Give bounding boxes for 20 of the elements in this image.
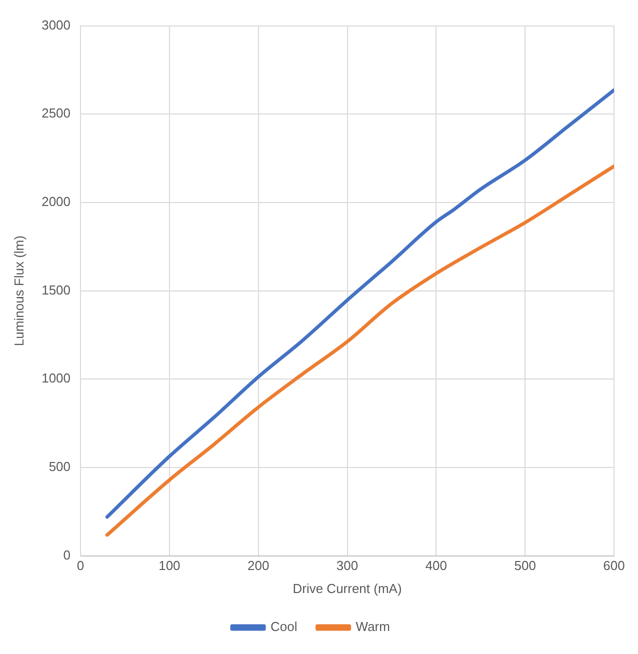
x-tick-label: 600 [603,558,625,574]
legend-label: Cool [270,619,298,634]
y-tick-label: 2000 [42,194,71,210]
x-tick-label: 100 [158,558,180,574]
x-tick-label: 0 [76,558,84,574]
y-tick-label: 0 [63,547,71,562]
x-axis-title: Drive Current (mA) [292,580,402,596]
y-axis-title: Luminous Flux (lm) [11,236,26,346]
y-tick-label: 1000 [42,370,71,386]
y-tick-label: 2500 [42,106,71,121]
y-tick-label: 500 [48,459,71,474]
legend-label: Warm [356,619,390,634]
x-tick-label: 200 [247,558,270,574]
x-tick-label: 300 [336,558,358,574]
line-series [105,164,614,537]
x-tick-label: 500 [514,558,536,574]
line-series [105,88,614,519]
y-tick-label: 1500 [42,282,71,298]
x-tick-label: 400 [425,558,448,574]
y-tick-label: 3000 [42,17,71,32]
